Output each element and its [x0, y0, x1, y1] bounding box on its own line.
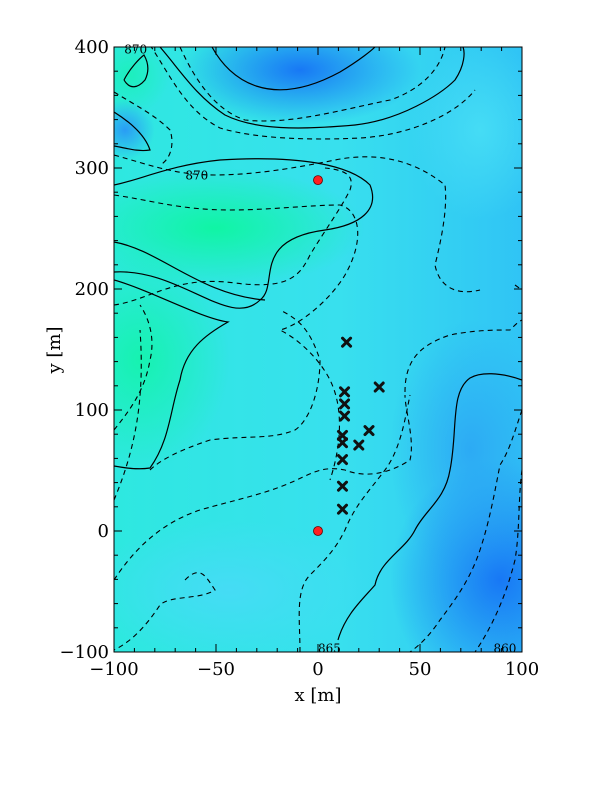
heatmap-low-region [180, 47, 420, 125]
contour-solid [114, 111, 151, 152]
contour-dashed [149, 309, 321, 471]
contour-dashed [179, 47, 446, 122]
marker-cross [341, 336, 353, 348]
marker-cross [336, 480, 348, 492]
markers [313, 175, 385, 536]
contour-lines-dashed [114, 47, 522, 652]
contour-solid [114, 158, 374, 309]
contour-dashed [150, 47, 476, 140]
y-axis: −100 0 100 200 300 400 [60, 37, 522, 663]
y-axis-label: y [m] [44, 326, 65, 374]
marker-cross [363, 425, 375, 437]
heatmap-low-region [390, 320, 522, 580]
contour-dashed [114, 91, 173, 166]
y-tick-label: 100 [75, 400, 109, 421]
contour-solid [114, 279, 230, 470]
x-tick-label: −100 [89, 659, 138, 680]
contour-dashed [114, 304, 153, 431]
marker-circle [313, 175, 323, 186]
contour-dashed [114, 167, 352, 306]
contour-solid [159, 47, 465, 129]
contour-solid [337, 373, 522, 641]
marker-cross [373, 381, 385, 393]
heatmap-high-region [114, 47, 170, 115]
y-tick-label: 300 [75, 158, 109, 179]
y-tick-label: −100 [60, 642, 109, 663]
heatmap-low-region [114, 100, 155, 160]
contour-label: 860 [493, 641, 516, 655]
y-tick-label: 400 [75, 37, 109, 58]
heatmap-mid-region [114, 520, 370, 652]
contour-dashed [114, 194, 359, 481]
heatmap-high-region [114, 168, 365, 288]
marker-circle [313, 526, 323, 536]
contour-dashed [114, 572, 216, 651]
marker-cross [336, 437, 348, 449]
heatmap-high-region [114, 250, 230, 470]
contour-lines [114, 47, 522, 641]
contour-dashed [114, 329, 142, 501]
heatmap-mid-region [410, 47, 522, 220]
x-tick-label: 50 [409, 659, 432, 680]
x-tick-label: 100 [505, 659, 539, 680]
marker-cross [339, 386, 351, 398]
contour-dashed [409, 409, 522, 652]
contour-solid [123, 54, 149, 88]
y-tick-label: 200 [75, 279, 109, 300]
x-tick-label: −50 [197, 659, 235, 680]
marker-cross [336, 503, 348, 515]
contour-dashed [114, 394, 412, 581]
marker-cross [336, 454, 348, 466]
contour-dashed [404, 319, 522, 393]
contour-dashed [298, 394, 411, 652]
marker-cross [339, 398, 351, 410]
contour-label: 865 [318, 641, 341, 655]
x-tick-label: 0 [312, 659, 323, 680]
contour-dashed [474, 469, 522, 652]
y-tick-label: 0 [98, 521, 109, 542]
marker-cross [353, 439, 365, 451]
contour-label: 870 [185, 168, 208, 182]
x-axis-label: x [m] [295, 685, 342, 706]
marker-cross [339, 410, 351, 422]
contour-dashed [514, 284, 522, 291]
contour-solid [211, 47, 376, 91]
heatmap [114, 47, 522, 652]
x-axis: −100 −50 0 50 100 [89, 47, 539, 680]
contour-solid [114, 241, 266, 301]
contour-label: 870 [124, 42, 147, 56]
